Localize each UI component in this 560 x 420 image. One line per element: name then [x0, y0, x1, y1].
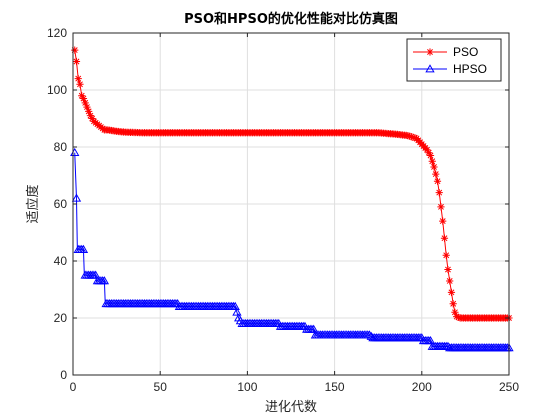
data-point-pso: [430, 163, 438, 171]
data-point-pso: [72, 57, 81, 66]
series-layer: [70, 46, 514, 352]
data-point-pso: [449, 300, 457, 308]
data-point-pso: [437, 203, 445, 211]
data-point-pso: [404, 132, 412, 140]
x-tick-label: 0: [70, 380, 77, 394]
data-point-pso: [405, 132, 414, 140]
y-tick-label: 60: [54, 197, 68, 211]
data-point-pso: [423, 146, 431, 154]
ticks: 0 50 100 150 200 250 0 20 40 60 80 100 120: [47, 26, 519, 394]
x-tick-label: 100: [237, 380, 257, 394]
legend: PSO HPSO: [406, 38, 502, 82]
x-tick-label: 200: [412, 380, 432, 394]
data-point-pso: [451, 308, 459, 316]
y-axis-label: 适应度: [25, 184, 41, 223]
data-point-hpso: [71, 193, 82, 202]
data-point-pso: [407, 133, 415, 141]
legend-marker-hpso: [425, 64, 435, 73]
data-point-pso: [439, 217, 447, 225]
legend-marker-pso: [426, 48, 434, 56]
data-point-pso: [74, 75, 82, 83]
data-point-hpso: [364, 330, 375, 339]
data-point-pso: [409, 133, 417, 141]
data-point-hpso: [309, 324, 319, 333]
data-point-pso: [85, 107, 93, 115]
data-point-pso: [433, 177, 442, 185]
data-point-pso: [86, 112, 95, 120]
y-tick-label: 20: [54, 311, 68, 325]
data-point-pso: [453, 312, 461, 321]
y-tick-label: 120: [47, 26, 67, 40]
data-point-pso: [88, 114, 96, 123]
data-point-pso: [83, 103, 91, 111]
x-tick-label: 250: [499, 380, 519, 394]
data-point-pso: [81, 99, 89, 107]
y-tick-label: 80: [54, 140, 68, 154]
data-point-pso: [78, 92, 86, 100]
y-tick-label: 100: [47, 83, 67, 97]
series-hpso: [70, 147, 514, 352]
data-point-pso: [447, 288, 456, 296]
series-pso: [71, 46, 513, 322]
data-point-hpso: [78, 244, 89, 253]
data-point-pso: [435, 189, 443, 197]
data-point-pso: [454, 313, 463, 321]
x-tick-label: 150: [325, 380, 345, 394]
legend-box: [406, 38, 502, 82]
data-point-pso: [446, 277, 454, 285]
x-tick-label: 50: [154, 380, 168, 394]
x-axis-label: 进化代数: [265, 400, 317, 415]
y-tick-label: 0: [60, 368, 67, 382]
series-markers-pso: [71, 46, 513, 322]
legend-label-hpso: HPSO: [453, 62, 487, 76]
y-tick-label: 40: [54, 254, 68, 268]
data-point-hpso: [425, 335, 436, 345]
data-point-hpso: [99, 276, 110, 285]
legend-label-pso: PSO: [453, 45, 478, 59]
data-point-hpso: [230, 301, 240, 310]
chart-title: PSO和HPSO的优化性能对比仿真图: [184, 11, 398, 27]
data-point-hpso: [91, 270, 101, 279]
data-point-hpso: [232, 307, 242, 316]
data-point-pso: [411, 134, 419, 142]
data-point-pso: [76, 80, 84, 88]
series-markers-hpso: [70, 147, 514, 352]
data-point-pso: [71, 46, 79, 54]
data-point-pso: [442, 251, 450, 259]
data-point-pso: [79, 94, 88, 103]
data-point-pso: [425, 149, 433, 157]
data-point-pso: [426, 151, 435, 160]
data-point-pso: [440, 234, 449, 242]
data-point-pso: [444, 265, 452, 274]
data-point-pso: [432, 170, 440, 178]
data-point-pso: [428, 157, 436, 165]
